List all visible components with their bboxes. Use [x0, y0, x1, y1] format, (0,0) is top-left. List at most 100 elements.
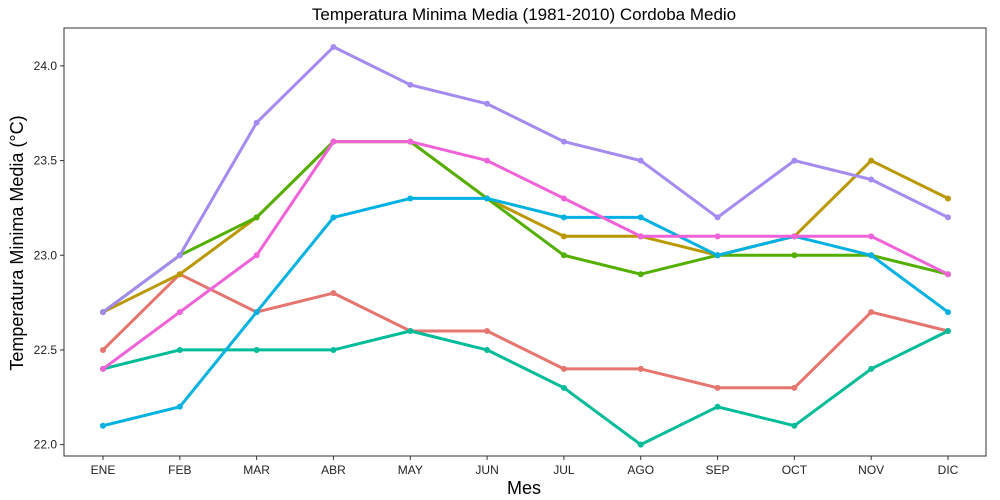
data-point: [714, 403, 721, 410]
data-point: [560, 233, 567, 240]
data-point: [560, 365, 567, 372]
x-tick-label: ENE: [91, 463, 116, 477]
data-point: [945, 195, 951, 202]
data-point: [560, 384, 567, 391]
data-point: [330, 138, 337, 145]
data-point: [714, 214, 721, 221]
series-6: [100, 43, 951, 316]
data-point: [637, 157, 644, 164]
series-line: [101, 45, 950, 314]
data-point: [330, 43, 337, 50]
y-tick-label: 23.0: [34, 248, 58, 262]
data-point: [637, 271, 644, 278]
series-1: [100, 271, 951, 391]
y-tick-label: 22.0: [34, 438, 58, 452]
data-point: [560, 214, 567, 221]
data-point: [945, 214, 951, 221]
series-line: [101, 272, 950, 390]
data-point: [560, 138, 567, 145]
data-point: [253, 252, 260, 259]
x-tick-label: JUL: [553, 463, 575, 477]
data-point: [868, 157, 875, 164]
series-line: [101, 140, 950, 314]
chart-title: Temperatura Minima Media (1981-2010) Cor…: [312, 5, 736, 24]
data-point: [868, 252, 875, 259]
data-point: [791, 252, 798, 259]
data-point: [253, 119, 260, 126]
data-point: [945, 309, 951, 316]
data-point: [100, 422, 106, 429]
x-tick-label: SEP: [706, 463, 730, 477]
y-tick-label: 24.0: [34, 59, 58, 73]
series-3: [100, 138, 951, 316]
data-point: [560, 195, 567, 202]
data-point: [176, 309, 183, 316]
series-5: [100, 195, 951, 429]
series-line: [101, 140, 950, 314]
data-point: [176, 271, 183, 278]
x-axis: ENE FEB MAR ABR MAY JUN JUL AGO SEP OCT NOV DIC: [91, 456, 959, 477]
data-point: [330, 346, 337, 353]
data-point: [484, 157, 491, 164]
data-point: [407, 81, 414, 88]
data-point: [637, 214, 644, 221]
data-point: [945, 271, 951, 278]
data-point: [791, 157, 798, 164]
data-point: [407, 328, 414, 335]
data-point: [253, 346, 260, 353]
data-point: [868, 176, 875, 183]
data-point: [868, 309, 875, 316]
data-point: [484, 100, 491, 107]
data-point: [100, 309, 106, 316]
data-point: [330, 290, 337, 297]
data-point: [868, 233, 875, 240]
data-point: [791, 233, 798, 240]
data-point: [100, 365, 106, 372]
data-point: [714, 233, 721, 240]
data-point: [868, 365, 875, 372]
data-point: [791, 422, 798, 429]
data-point: [176, 403, 183, 410]
data-point: [176, 252, 183, 259]
data-point: [791, 384, 798, 391]
data-point: [637, 233, 644, 240]
x-tick-label: OCT: [782, 463, 808, 477]
data-point: [253, 214, 260, 221]
y-tick-label: 22.5: [34, 343, 58, 357]
series-line: [101, 140, 950, 371]
data-point: [945, 328, 951, 335]
x-axis-title: Mes: [507, 478, 541, 498]
x-tick-label: FEB: [168, 463, 191, 477]
data-point: [330, 214, 337, 221]
x-tick-label: DIC: [938, 463, 959, 477]
y-axis-title: Temperatura Minima Media (°C): [7, 115, 27, 370]
data-point: [176, 346, 183, 353]
data-point: [407, 138, 414, 145]
x-tick-label: MAY: [398, 463, 423, 477]
x-tick-label: JUN: [475, 463, 498, 477]
plot-panel: [63, 27, 987, 457]
data-point: [714, 384, 721, 391]
data-point: [100, 346, 106, 353]
series-layer: [100, 43, 951, 448]
x-tick-label: NOV: [858, 463, 884, 477]
data-point: [484, 195, 491, 202]
data-point: [407, 195, 414, 202]
series-line: [101, 196, 950, 428]
y-tick-label: 23.5: [34, 154, 58, 168]
data-point: [637, 365, 644, 372]
data-point: [484, 328, 491, 335]
x-tick-label: ABR: [321, 463, 346, 477]
y-axis: 22.0 22.5 23.0 23.5 24.0: [34, 59, 64, 452]
series-7: [100, 138, 951, 372]
data-point: [560, 252, 567, 259]
data-point: [484, 346, 491, 353]
x-tick-label: MAR: [243, 463, 270, 477]
series-line: [101, 329, 950, 447]
data-point: [714, 252, 721, 259]
data-point: [637, 441, 644, 448]
data-point: [253, 309, 260, 316]
x-tick-label: AGO: [627, 463, 654, 477]
